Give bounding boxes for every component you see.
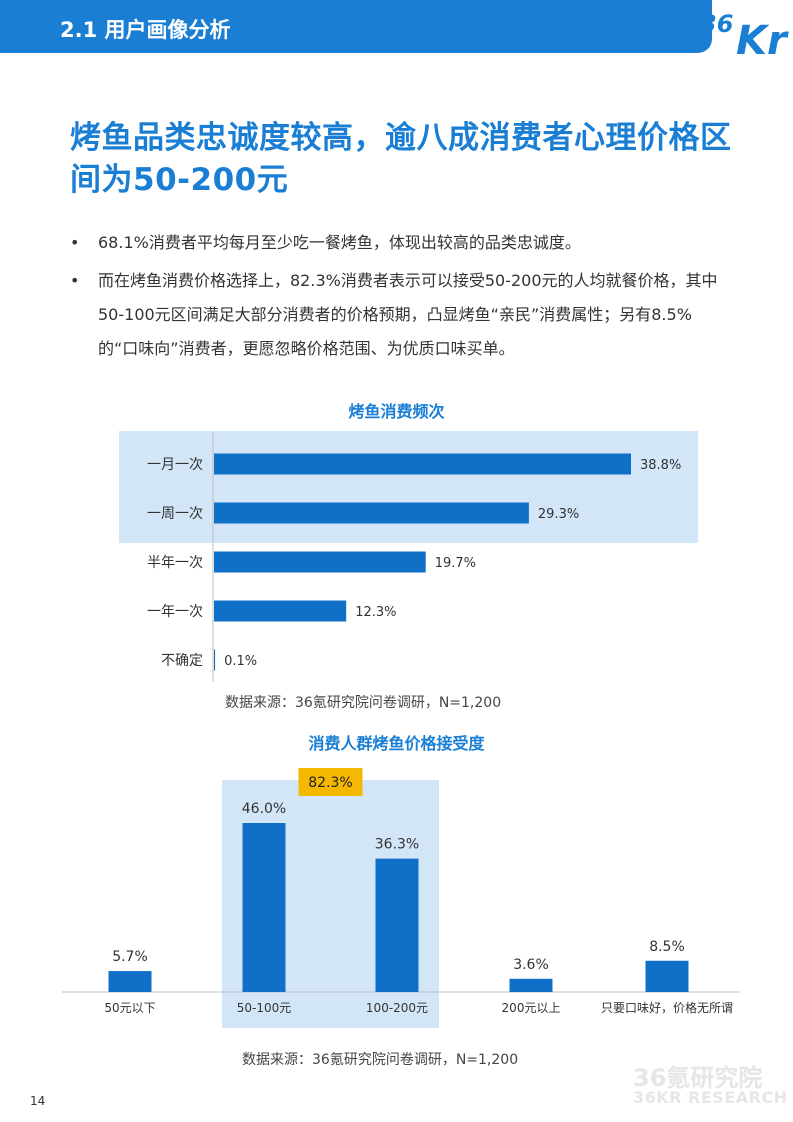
chart1-bar — [214, 502, 529, 524]
chart2-category-label: 200元以上 — [502, 1001, 561, 1015]
chart2-value-label: 3.6% — [513, 957, 549, 973]
chart2-category-label: 50-100元 — [237, 1001, 292, 1015]
chart1-bar — [214, 551, 426, 573]
chart2-bar — [108, 971, 152, 992]
chart2-category-label: 只要口味好，价格无所谓 — [601, 1000, 733, 1015]
chart1-category-label: 半年一次 — [147, 555, 203, 571]
section-title: 2.1 用户画像分析 — [60, 18, 231, 42]
chart2-category-label: 50元以下 — [104, 1001, 155, 1015]
chart1-category-label: 一年一次 — [147, 604, 203, 620]
chart2-category-label: 100-200元 — [366, 1001, 428, 1015]
section-header-bar: 2.1 用户画像分析 — [0, 0, 712, 53]
chart2-callout-label: 82.3% — [308, 775, 352, 791]
chart2-value-label: 36.3% — [375, 837, 419, 853]
chart2-bar — [375, 858, 419, 992]
chart2-title: 消费人群烤鱼价格接受度 — [308, 734, 485, 753]
chart1-category-label: 不确定 — [161, 653, 203, 669]
chart2-source: 数据来源：36氪研究院问卷调研，N=1,200 — [242, 1052, 519, 1068]
chart1-value-label: 38.8% — [640, 458, 681, 473]
bullet-text: 68.1%消费者平均每月至少吃一餐烤鱼，体现出较高的品类忠诚度。 — [98, 233, 581, 252]
bullet-marker: • — [70, 271, 80, 290]
chart1-category-label: 一月一次 — [147, 457, 203, 473]
watermark-en: 36KR RESEARCH — [633, 1088, 788, 1107]
chart2-bar — [242, 823, 286, 992]
bullet-marker: • — [70, 233, 80, 252]
chart1-bar — [214, 453, 631, 475]
chart1-title: 烤鱼消费频次 — [348, 402, 445, 421]
chart2-value-label: 8.5% — [649, 939, 685, 955]
chart2-bar — [509, 978, 553, 992]
chart2-callout-box — [298, 768, 363, 796]
page-main-title: 烤鱼品类忠诚度较高，逾八成消费者心理价格区间为50-200元 — [70, 120, 732, 198]
svg-text:36: 36 — [700, 10, 733, 38]
price-acceptance-bar-chart: 82.3% 5.7% 50元以下 46.0% 50-100元 36.3% 100-200元 3… — [62, 768, 740, 1028]
chart2-value-label: 5.7% — [112, 949, 148, 965]
chart1-category-label: 一周一次 — [147, 506, 203, 522]
page-number: 14 — [30, 1094, 46, 1108]
chart1-bar — [214, 649, 216, 671]
bullet-list: • 68.1%消费者平均每月至少吃一餐烤鱼，体现出较高的品类忠诚度。 • 而在烤… — [70, 226, 730, 370]
bullet-item: • 68.1%消费者平均每月至少吃一餐烤鱼，体现出较高的品类忠诚度。 — [70, 226, 730, 260]
chart1-source: 数据来源：36氪研究院问卷调研，N=1,200 — [225, 695, 502, 711]
chart1-value-label: 0.1% — [224, 654, 257, 669]
chart2-bar — [645, 960, 689, 992]
svg-text:Kr: Kr — [736, 18, 789, 54]
chart1-highlight-band — [119, 431, 698, 543]
bullet-item: • 而在烤鱼消费价格选择上，82.3%消费者表示可以接受50-200元的人均就餐… — [70, 264, 730, 366]
watermark-cn: 36氪研究院 — [633, 1064, 763, 1092]
36kr-logo: 36 Kr — [700, 6, 793, 64]
bullet-text: 而在烤鱼消费价格选择上，82.3%消费者表示可以接受50-200元的人均就餐价格… — [98, 271, 718, 358]
chart2-value-label: 46.0% — [242, 801, 286, 817]
frequency-bar-chart: 一月一次 38.8% 一周一次 29.3% 半年一次 19.7% 一年一次 12.3% 不确定 0… — [119, 431, 698, 682]
chart1-value-label: 12.3% — [355, 605, 396, 620]
chart1-value-label: 19.7% — [435, 556, 476, 571]
chart1-value-label: 29.3% — [538, 507, 579, 522]
chart1-bar — [214, 600, 347, 622]
